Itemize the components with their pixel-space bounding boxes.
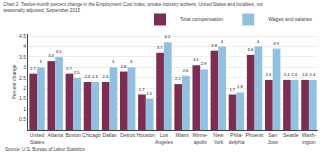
- svg-text:2: 2: [23, 85, 26, 91]
- svg-text:Boston: Boston: [66, 132, 82, 138]
- svg-text:2.4: 2.4: [302, 72, 308, 77]
- svg-text:Detroit: Detroit: [120, 132, 135, 138]
- svg-text:2.3: 2.3: [92, 74, 98, 79]
- svg-text:3: 3: [23, 64, 26, 70]
- svg-text:4: 4: [23, 43, 26, 49]
- svg-text:3.6: 3.6: [248, 47, 254, 52]
- svg-text:4.5: 4.5: [19, 33, 26, 39]
- svg-text:1.7: 1.7: [229, 87, 235, 92]
- svg-text:2.3: 2.3: [103, 74, 109, 79]
- svg-text:2.2: 2.2: [175, 76, 181, 81]
- svg-text:3.1: 3.1: [193, 57, 199, 62]
- svg-text:1: 1: [23, 106, 26, 112]
- svg-text:2.7: 2.7: [66, 66, 72, 71]
- svg-text:1.7: 1.7: [139, 87, 145, 92]
- svg-text:Atlanta: Atlanta: [47, 132, 63, 138]
- svg-text:3.7: 3.7: [157, 45, 163, 50]
- svg-text:Percent change: Percent change: [11, 64, 17, 99]
- svg-text:2.6: 2.6: [183, 68, 189, 73]
- svg-text:Chicago: Chicago: [82, 132, 101, 138]
- svg-text:2.4: 2.4: [291, 72, 297, 77]
- svg-text:3: 3: [39, 59, 42, 64]
- svg-text:2.4: 2.4: [266, 72, 272, 77]
- svg-text:4.2: 4.2: [165, 34, 171, 39]
- svg-text:2.5: 2.5: [74, 70, 80, 75]
- svg-text:2.4: 2.4: [284, 72, 290, 77]
- svg-text:Phoenix: Phoenix: [246, 132, 265, 138]
- svg-text:3: 3: [112, 59, 115, 64]
- svg-text:1.8: 1.8: [237, 84, 243, 89]
- svg-text:2.8: 2.8: [121, 64, 127, 69]
- svg-text:1.5: 1.5: [19, 95, 26, 101]
- svg-text:3.8: 3.8: [211, 43, 217, 48]
- svg-text:2.3: 2.3: [84, 74, 90, 79]
- svg-text:3.9: 3.9: [273, 41, 279, 46]
- svg-text:Chart 2. Twelve-month percent: Chart 2. Twelve-month percent change in …: [3, 2, 263, 13]
- svg-text:2.4: 2.4: [310, 72, 316, 77]
- svg-text:3.5: 3.5: [19, 54, 26, 60]
- svg-text:1.5: 1.5: [146, 91, 152, 96]
- svg-text:3.5: 3.5: [56, 49, 62, 54]
- svg-text:Miami: Miami: [175, 132, 188, 138]
- svg-text:4: 4: [221, 39, 224, 44]
- svg-text:LosAngeles: LosAngeles: [155, 132, 174, 145]
- svg-text:Wash-ington: Wash-ington: [302, 132, 317, 145]
- svg-text:0.5: 0.5: [19, 116, 26, 122]
- svg-text:NewYork: NewYork: [213, 132, 223, 145]
- svg-text:4: 4: [257, 39, 260, 44]
- svg-text:Source: U.S. Bureau of Labor S: Source: U.S. Bureau of Labor Statistics: [5, 147, 86, 152]
- svg-text:Wages and salaries: Wages and salaries: [268, 16, 312, 22]
- svg-text:Dallas: Dallas: [103, 132, 117, 138]
- svg-text:Minne-apolis: Minne-apolis: [193, 132, 209, 145]
- svg-text:UnitedStates: UnitedStates: [30, 132, 45, 145]
- svg-text:3: 3: [130, 59, 133, 64]
- svg-text:3.3: 3.3: [48, 53, 54, 58]
- svg-text:2.9: 2.9: [201, 61, 207, 66]
- svg-text:Seattle: Seattle: [283, 132, 299, 138]
- svg-text:Phila-delphia: Phila-delphia: [228, 132, 244, 145]
- svg-text:Houston: Houston: [136, 132, 155, 138]
- svg-text:SanJose: SanJose: [267, 132, 278, 145]
- svg-text:2.5: 2.5: [19, 75, 26, 81]
- svg-text:Total compensation: Total compensation: [180, 16, 223, 22]
- svg-text:2.7: 2.7: [30, 66, 36, 71]
